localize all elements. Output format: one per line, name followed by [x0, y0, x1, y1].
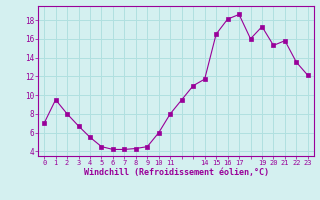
X-axis label: Windchill (Refroidissement éolien,°C): Windchill (Refroidissement éolien,°C): [84, 168, 268, 177]
